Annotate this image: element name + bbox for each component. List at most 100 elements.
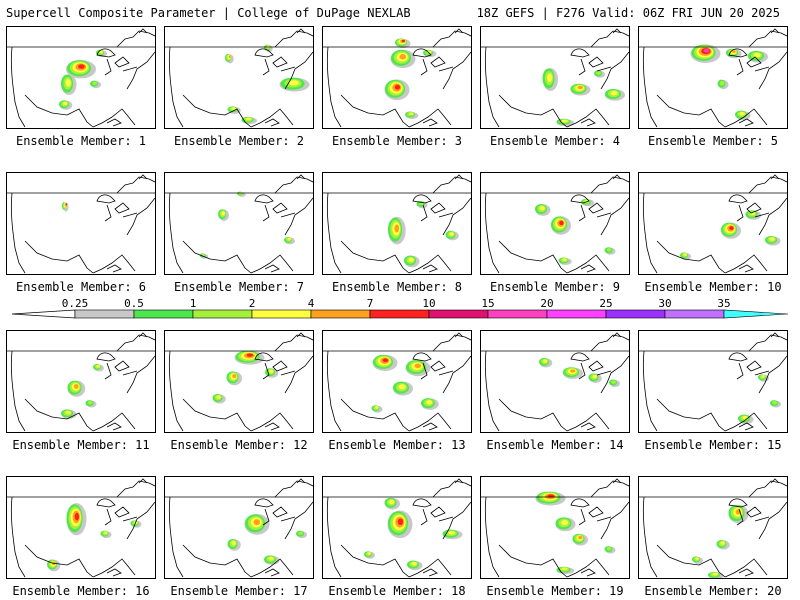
scp-contour xyxy=(414,363,422,369)
map-svg xyxy=(165,28,313,128)
us-boundary-lines xyxy=(165,478,313,578)
scp-contour xyxy=(712,572,718,576)
ensemble-panel xyxy=(480,330,630,433)
us-boundary-lines xyxy=(7,478,155,578)
map-svg xyxy=(481,478,629,578)
scp-contour xyxy=(96,364,100,368)
scp-contour xyxy=(389,499,395,505)
scp-contour xyxy=(288,80,299,86)
scp-contour xyxy=(65,78,71,87)
map-svg xyxy=(639,478,787,578)
colorbar-tick-label: 25 xyxy=(599,297,612,310)
scp-contour xyxy=(87,400,93,405)
scp-contour xyxy=(695,557,699,560)
scp-contour xyxy=(394,224,400,233)
us-boundary-lines xyxy=(7,332,155,432)
scp-contour xyxy=(739,112,745,116)
member-label: Ensemble Member: 17 xyxy=(170,584,308,598)
us-boundary-lines xyxy=(639,478,787,578)
scp-contour xyxy=(448,531,456,535)
map-svg xyxy=(165,174,313,274)
scp-contour xyxy=(753,52,761,58)
scp-contour xyxy=(729,226,734,230)
map-svg xyxy=(323,174,471,274)
ensemble-panel xyxy=(638,476,788,579)
scp-contour xyxy=(287,237,291,241)
ensemble-panel xyxy=(6,172,156,275)
us-boundary-lines xyxy=(481,332,629,432)
scp-contour xyxy=(298,531,303,536)
member-label: Ensemble Member: 15 xyxy=(644,438,782,452)
map-svg xyxy=(481,332,629,432)
us-boundary-lines xyxy=(639,174,787,274)
scp-contour xyxy=(606,248,612,252)
ensemble-panel xyxy=(322,330,472,433)
ensemble-panel xyxy=(480,172,630,275)
colorbar-tick-label: 4 xyxy=(308,297,315,310)
scp-contour xyxy=(543,359,548,363)
scp-contour xyxy=(731,50,736,53)
ensemble-panel xyxy=(480,26,630,129)
map-svg xyxy=(323,332,471,432)
colorbar-legend: 0.25 0.5 1 2 4 7 10 15 20 25 30 35 xyxy=(11,297,789,319)
scp-contour xyxy=(561,519,569,526)
scp-contour xyxy=(411,562,417,566)
scp-contour xyxy=(408,257,414,262)
member-label: Ensemble Member: 8 xyxy=(331,280,463,294)
ensemble-panel xyxy=(6,26,156,129)
scp-contour xyxy=(578,535,583,540)
scp-contour xyxy=(253,519,261,526)
scp-contour xyxy=(769,237,775,241)
colorbar-segment xyxy=(310,309,371,319)
ensemble-panel xyxy=(322,476,472,579)
scp-contour xyxy=(606,546,612,551)
scp-contour xyxy=(761,375,765,378)
scp-contour xyxy=(409,112,414,116)
us-boundary-lines xyxy=(481,478,629,578)
member-label: Ensemble Member: 18 xyxy=(328,584,466,598)
map-svg xyxy=(7,332,155,432)
scp-contour xyxy=(539,206,545,211)
member-label: Ensemble Member: 12 xyxy=(170,438,308,452)
map-svg xyxy=(165,332,313,432)
ensemble-panel xyxy=(164,172,314,275)
map-svg xyxy=(165,478,313,578)
colorbar-segment xyxy=(133,309,194,319)
us-boundary-lines xyxy=(323,332,471,432)
map-svg xyxy=(639,332,787,432)
colorbar-arrow-right xyxy=(723,309,789,319)
scp-contour xyxy=(562,258,567,262)
scp-contour xyxy=(703,48,710,53)
scp-contour xyxy=(65,410,71,415)
colorbar-tick-label: 1 xyxy=(190,297,197,310)
scp-contour xyxy=(228,55,231,59)
scp-contour xyxy=(401,39,406,42)
map-svg xyxy=(323,28,471,128)
colorbar-segment xyxy=(192,309,253,319)
us-boundary-lines xyxy=(481,174,629,274)
scp-contour xyxy=(63,101,68,106)
scp-contour xyxy=(720,541,725,545)
title-left: Supercell Composite Parameter | College … xyxy=(6,6,411,20)
us-boundary-lines xyxy=(639,332,787,432)
scp-contour xyxy=(99,50,103,54)
us-boundary-lines xyxy=(323,28,471,128)
scp-contour xyxy=(577,85,583,90)
scp-contour xyxy=(92,81,97,86)
member-label: Ensemble Member: 5 xyxy=(647,134,779,148)
scp-contour xyxy=(231,541,236,546)
colorbar-tick-label: 7 xyxy=(367,297,374,310)
scp-contour xyxy=(611,380,616,384)
us-boundary-lines xyxy=(165,332,313,432)
scp-contour xyxy=(449,232,454,236)
member-label: Ensemble Member: 20 xyxy=(644,584,782,598)
us-boundary-lines xyxy=(323,478,471,578)
ensemble-panel xyxy=(638,26,788,129)
scp-contour xyxy=(592,374,597,379)
ensemble-panel xyxy=(480,476,630,579)
colorbar-tick-label: 0.5 xyxy=(124,297,144,310)
us-boundary-lines xyxy=(481,28,629,128)
scp-contour xyxy=(394,84,401,90)
ensemble-panel xyxy=(638,330,788,433)
colorbar-tick-label: 20 xyxy=(540,297,553,310)
